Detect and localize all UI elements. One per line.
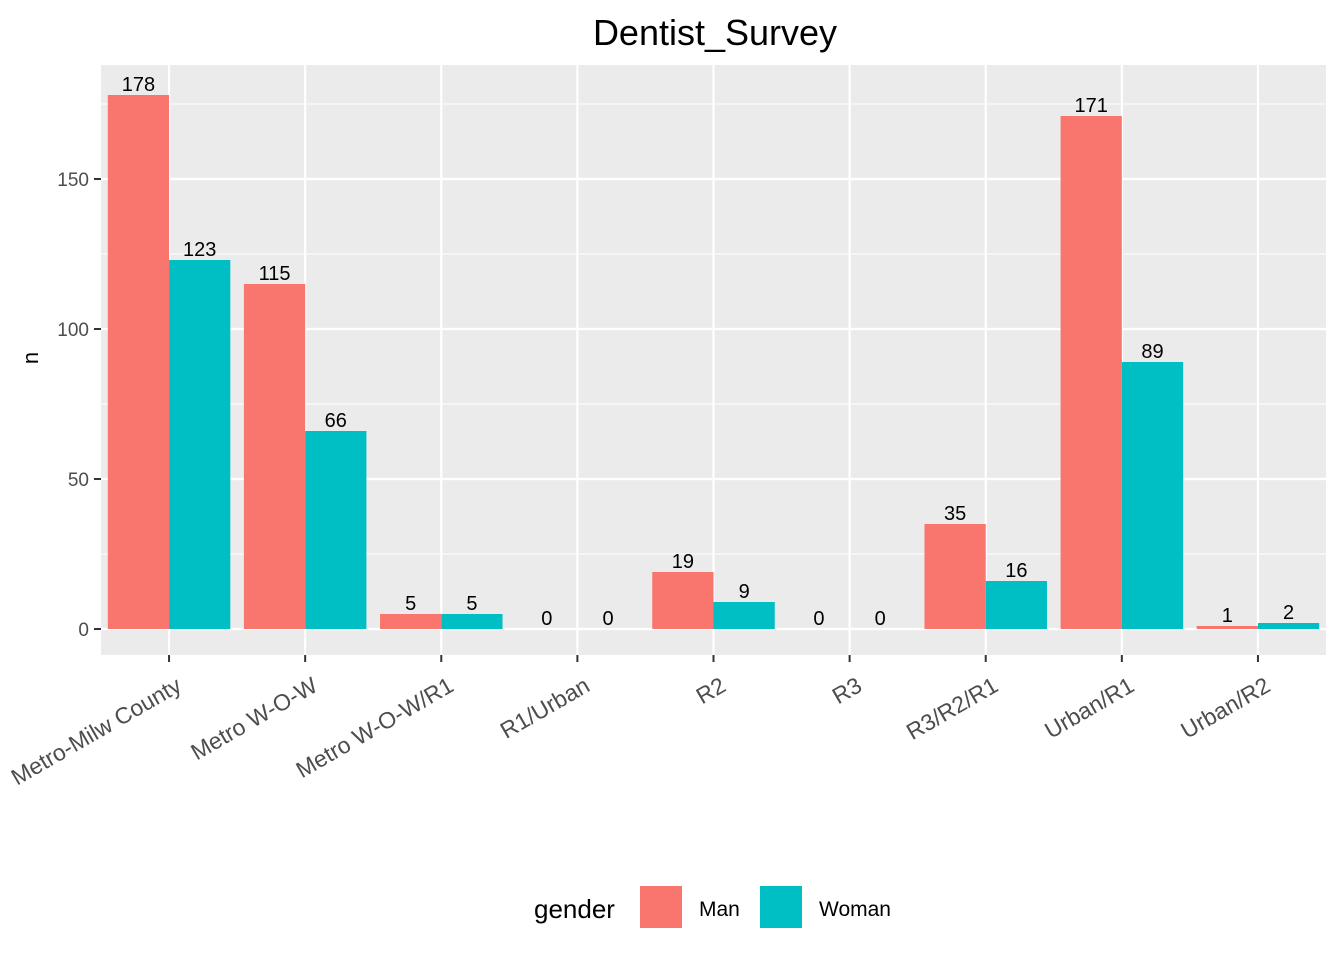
bar-value-label: 1 — [1222, 605, 1233, 627]
bar-man — [1196, 626, 1258, 629]
legend-key-woman — [760, 886, 802, 928]
bar-value-label: 9 — [739, 581, 750, 603]
x-tick-label: R2 — [692, 672, 730, 709]
bar-man — [652, 572, 714, 629]
x-tick-label: Metro W-O-W — [186, 672, 322, 765]
bar-man — [107, 95, 170, 629]
bar-value-label: 123 — [183, 239, 216, 261]
y-axis-title: n — [18, 352, 43, 364]
legend-label-man: Man — [699, 898, 740, 921]
bar-woman — [441, 614, 503, 629]
bar-value-label: 0 — [541, 608, 552, 630]
bar-woman — [713, 602, 775, 629]
bar-value-label: 19 — [672, 551, 694, 573]
x-tick-label: Urban/R1 — [1040, 672, 1138, 744]
bar-man — [1060, 116, 1122, 629]
bar-labels: 178 115 5 0 19 0 35 171 1 123 66 5 0 9 0 16 89 2 — [122, 74, 1294, 630]
bar-man — [243, 284, 306, 629]
legend-title: gender — [534, 894, 615, 924]
bar-woman — [1121, 362, 1184, 629]
legend-label-woman: Woman — [819, 898, 891, 921]
x-tick-label: R3/R2/R1 — [902, 672, 1002, 745]
x-tick-label: Metro-Milw County — [7, 672, 186, 791]
bar-woman — [169, 260, 231, 629]
bar-woman — [1257, 623, 1320, 629]
bar-value-label: 66 — [325, 410, 347, 432]
y-tick-label: 150 — [57, 170, 89, 191]
x-tick-label: Urban/R2 — [1176, 672, 1274, 744]
y-axis: 0 50 100 150 — [57, 170, 101, 641]
bar-value-label: 5 — [405, 593, 416, 615]
bar-value-label: 5 — [466, 593, 477, 615]
bar-value-label: 89 — [1141, 341, 1163, 363]
bars — [107, 95, 1320, 629]
y-tick-label: 100 — [57, 320, 89, 341]
legend: gender Man Woman — [534, 886, 891, 928]
bar-value-label: 171 — [1075, 95, 1108, 117]
bar-woman — [985, 581, 1047, 629]
bar-value-label: 115 — [259, 263, 291, 285]
bar-value-label: 0 — [602, 608, 613, 630]
bar-man — [380, 614, 442, 629]
legend-key-man — [640, 886, 682, 928]
bar-man — [924, 524, 986, 629]
y-tick-label: 0 — [78, 620, 89, 641]
bar-value-label: 16 — [1005, 560, 1027, 582]
x-tick-label: R3 — [828, 672, 866, 709]
bar-value-label: 35 — [944, 503, 966, 525]
bar-value-label: 0 — [813, 608, 824, 630]
y-tick-label: 50 — [68, 470, 89, 491]
bar-woman — [305, 431, 367, 629]
x-tick-label: R1/Urban — [496, 672, 594, 744]
bar-value-label: 2 — [1283, 602, 1294, 624]
bar-value-label: 178 — [122, 74, 155, 96]
chart-title: Dentist_Survey — [593, 12, 837, 53]
bar-value-label: 0 — [875, 608, 886, 630]
